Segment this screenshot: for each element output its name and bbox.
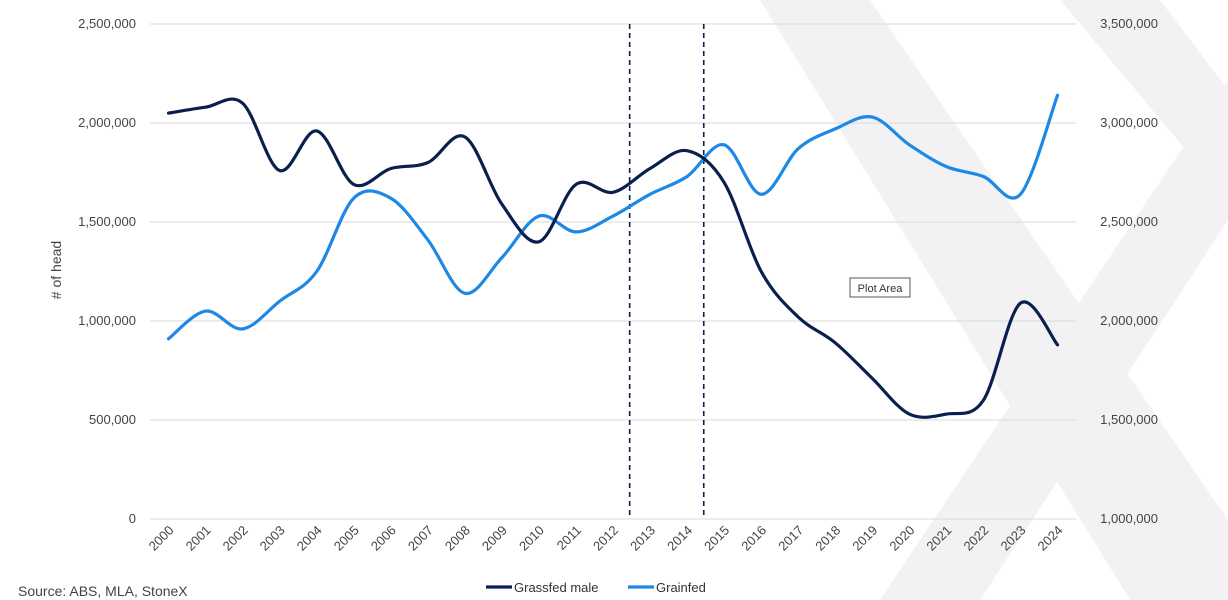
x-tick-label: 2000	[146, 523, 177, 554]
legend: Grassfed male Grainfed	[486, 580, 706, 595]
right-tick-label: 2,000,000	[1100, 313, 1158, 328]
x-tick-label: 2015	[701, 523, 732, 554]
x-tick-label: 2020	[886, 523, 917, 554]
x-tick-label: 2008	[442, 523, 473, 554]
x-tick-label: 2012	[590, 523, 621, 554]
series-line-grainfed	[166, 93, 1060, 341]
left-tick-label: 500,000	[89, 412, 136, 427]
x-tick-label: 2009	[479, 523, 510, 554]
x-tick-label: 2014	[664, 523, 695, 554]
left-tick-label: 1,500,000	[78, 214, 136, 229]
plot-area-tooltip: Plot Area	[849, 277, 911, 298]
left-tick-label: 2,500,000	[78, 16, 136, 31]
x-tick-label: 2016	[738, 523, 769, 554]
series-line-grassfed-male	[166, 97, 1060, 419]
x-tick-label: 2011	[554, 523, 584, 553]
x-tick-label: 2004	[294, 523, 325, 554]
gridlines	[150, 23, 1076, 520]
legend-label: Grassfed male	[514, 580, 599, 595]
x-tick-label: 2002	[220, 523, 251, 554]
x-tick-label: 2001	[183, 523, 214, 554]
right-tick-label: 1,000,000	[1100, 511, 1158, 526]
right-tick-label: 1,500,000	[1100, 412, 1158, 427]
right-tick-label: 2,500,000	[1100, 214, 1158, 229]
x-tick-label: 2017	[775, 523, 806, 554]
x-tick-label: 2013	[627, 523, 658, 554]
watermark-logo	[760, 0, 1228, 600]
x-tick-label: 2005	[331, 523, 362, 554]
x-tick-label: 2019	[849, 523, 880, 554]
watermark-stroke	[1060, 0, 1228, 200]
x-tick-label: 2007	[405, 523, 436, 554]
watermark-stroke	[760, 0, 1228, 600]
x-tick-label: 2003	[257, 523, 288, 554]
right-tick-label: 3,000,000	[1100, 115, 1158, 130]
x-tick-label: 2006	[368, 523, 399, 554]
right-axis-ticks: 1,000,000 1,500,000 2,000,000 2,500,000 3,00…	[1100, 16, 1158, 526]
left-tick-label: 1,000,000	[78, 313, 136, 328]
legend-label: Grainfed	[656, 580, 706, 595]
left-axis-ticks: 0 500,000 1,000,000 1,500,000 2,000,000 2,500…	[78, 16, 136, 526]
tooltip-label: Plot Area	[858, 283, 904, 295]
source-note: Source: ABS, MLA, StoneX	[18, 583, 188, 599]
x-tick-label: 2024	[1035, 523, 1066, 554]
left-tick-label: 0	[129, 511, 136, 526]
x-tick-label: 2018	[812, 523, 843, 554]
vertical-markers	[628, 24, 705, 519]
y-axis-label: # of head	[48, 241, 64, 299]
right-tick-label: 3,500,000	[1100, 16, 1158, 31]
left-tick-label: 2,000,000	[78, 115, 136, 130]
series-lines	[166, 93, 1060, 419]
x-tick-label: 2010	[516, 523, 547, 554]
